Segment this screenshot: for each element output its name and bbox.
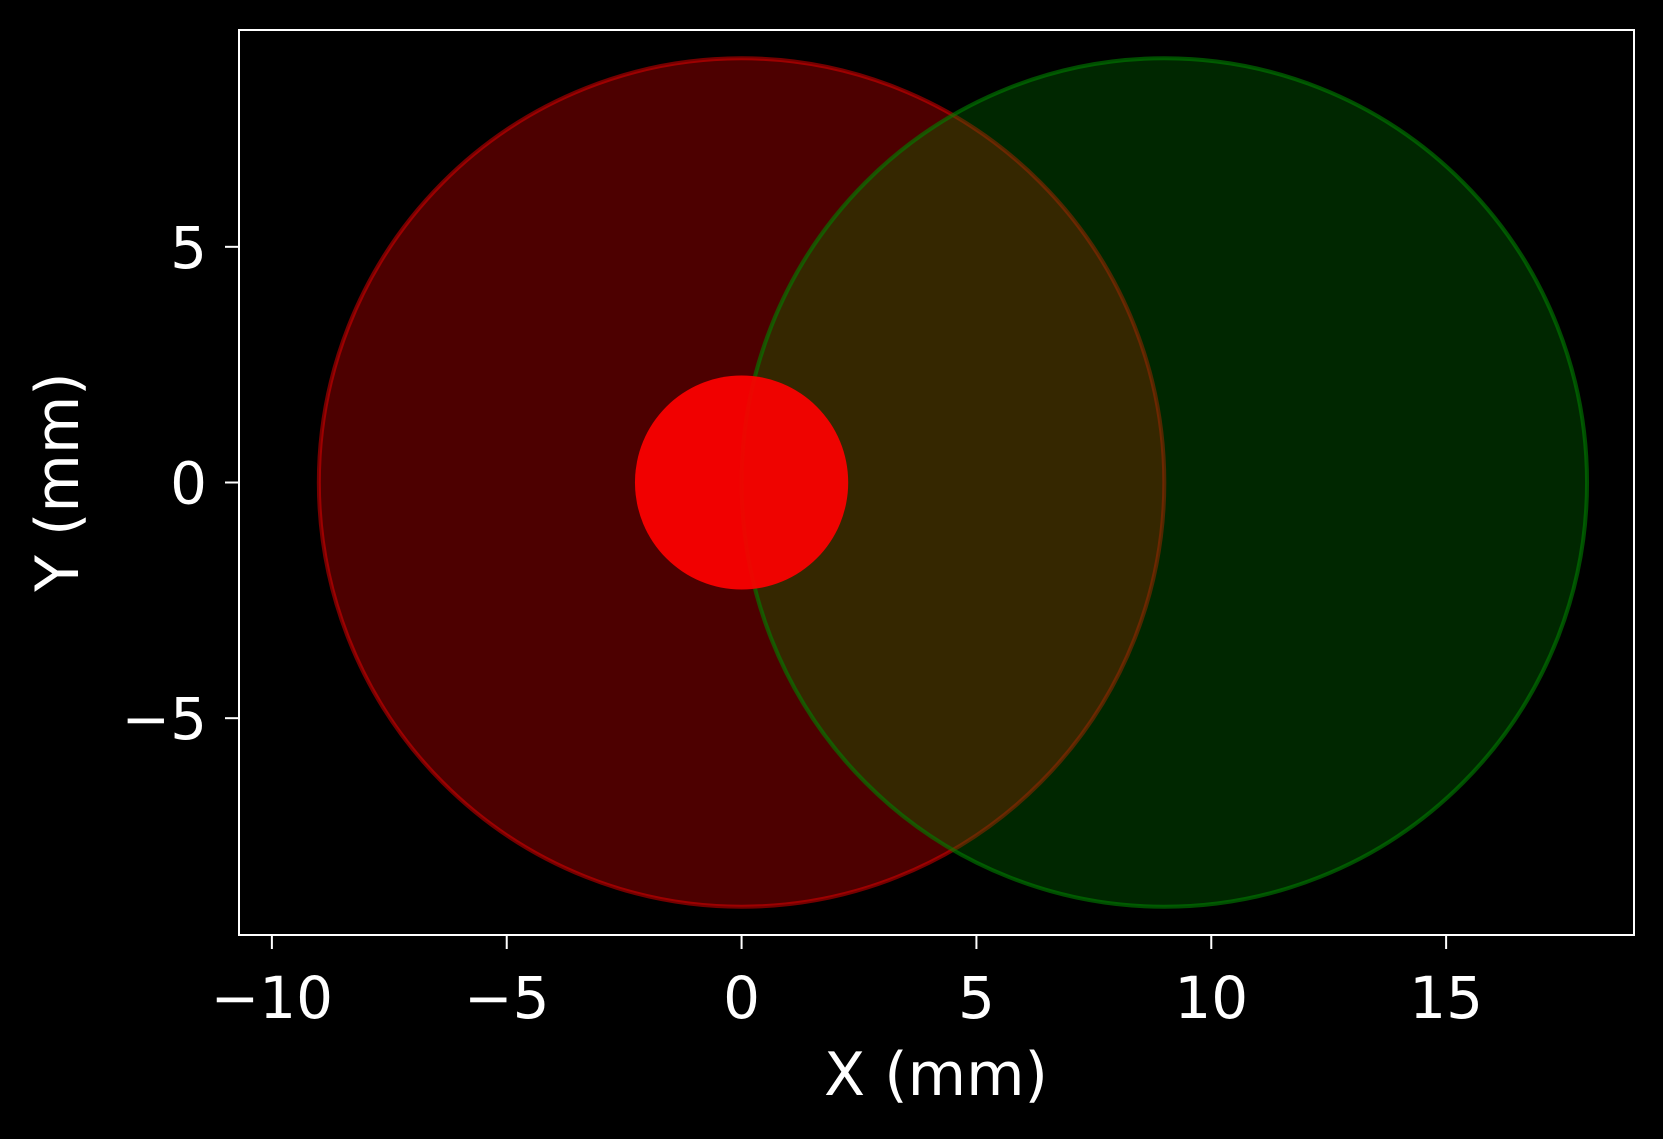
- y-axis-label: Y (mm): [23, 372, 93, 592]
- x-tick-label-0: −10: [211, 964, 333, 1032]
- x-tick-label-5: 15: [1409, 964, 1483, 1032]
- x-tick-label-3: 5: [958, 964, 995, 1032]
- x-axis: −10 −5 0 5 10 15: [211, 935, 1483, 1032]
- x-tick-label-4: 10: [1174, 964, 1248, 1032]
- circle-2: [634, 375, 849, 590]
- y-tick-label-0: 5: [170, 214, 207, 282]
- y-axis: 5 0 −5: [122, 214, 239, 753]
- y-tick-label-2: −5: [122, 685, 208, 753]
- x-tick-label-1: −5: [464, 964, 550, 1032]
- y-tick-label-1: 0: [170, 450, 207, 518]
- shapes-layer: [316, 56, 1590, 909]
- x-axis-label: X (mm): [824, 1040, 1048, 1110]
- x-tick-label-2: 0: [723, 964, 760, 1032]
- circle-1: [739, 56, 1590, 909]
